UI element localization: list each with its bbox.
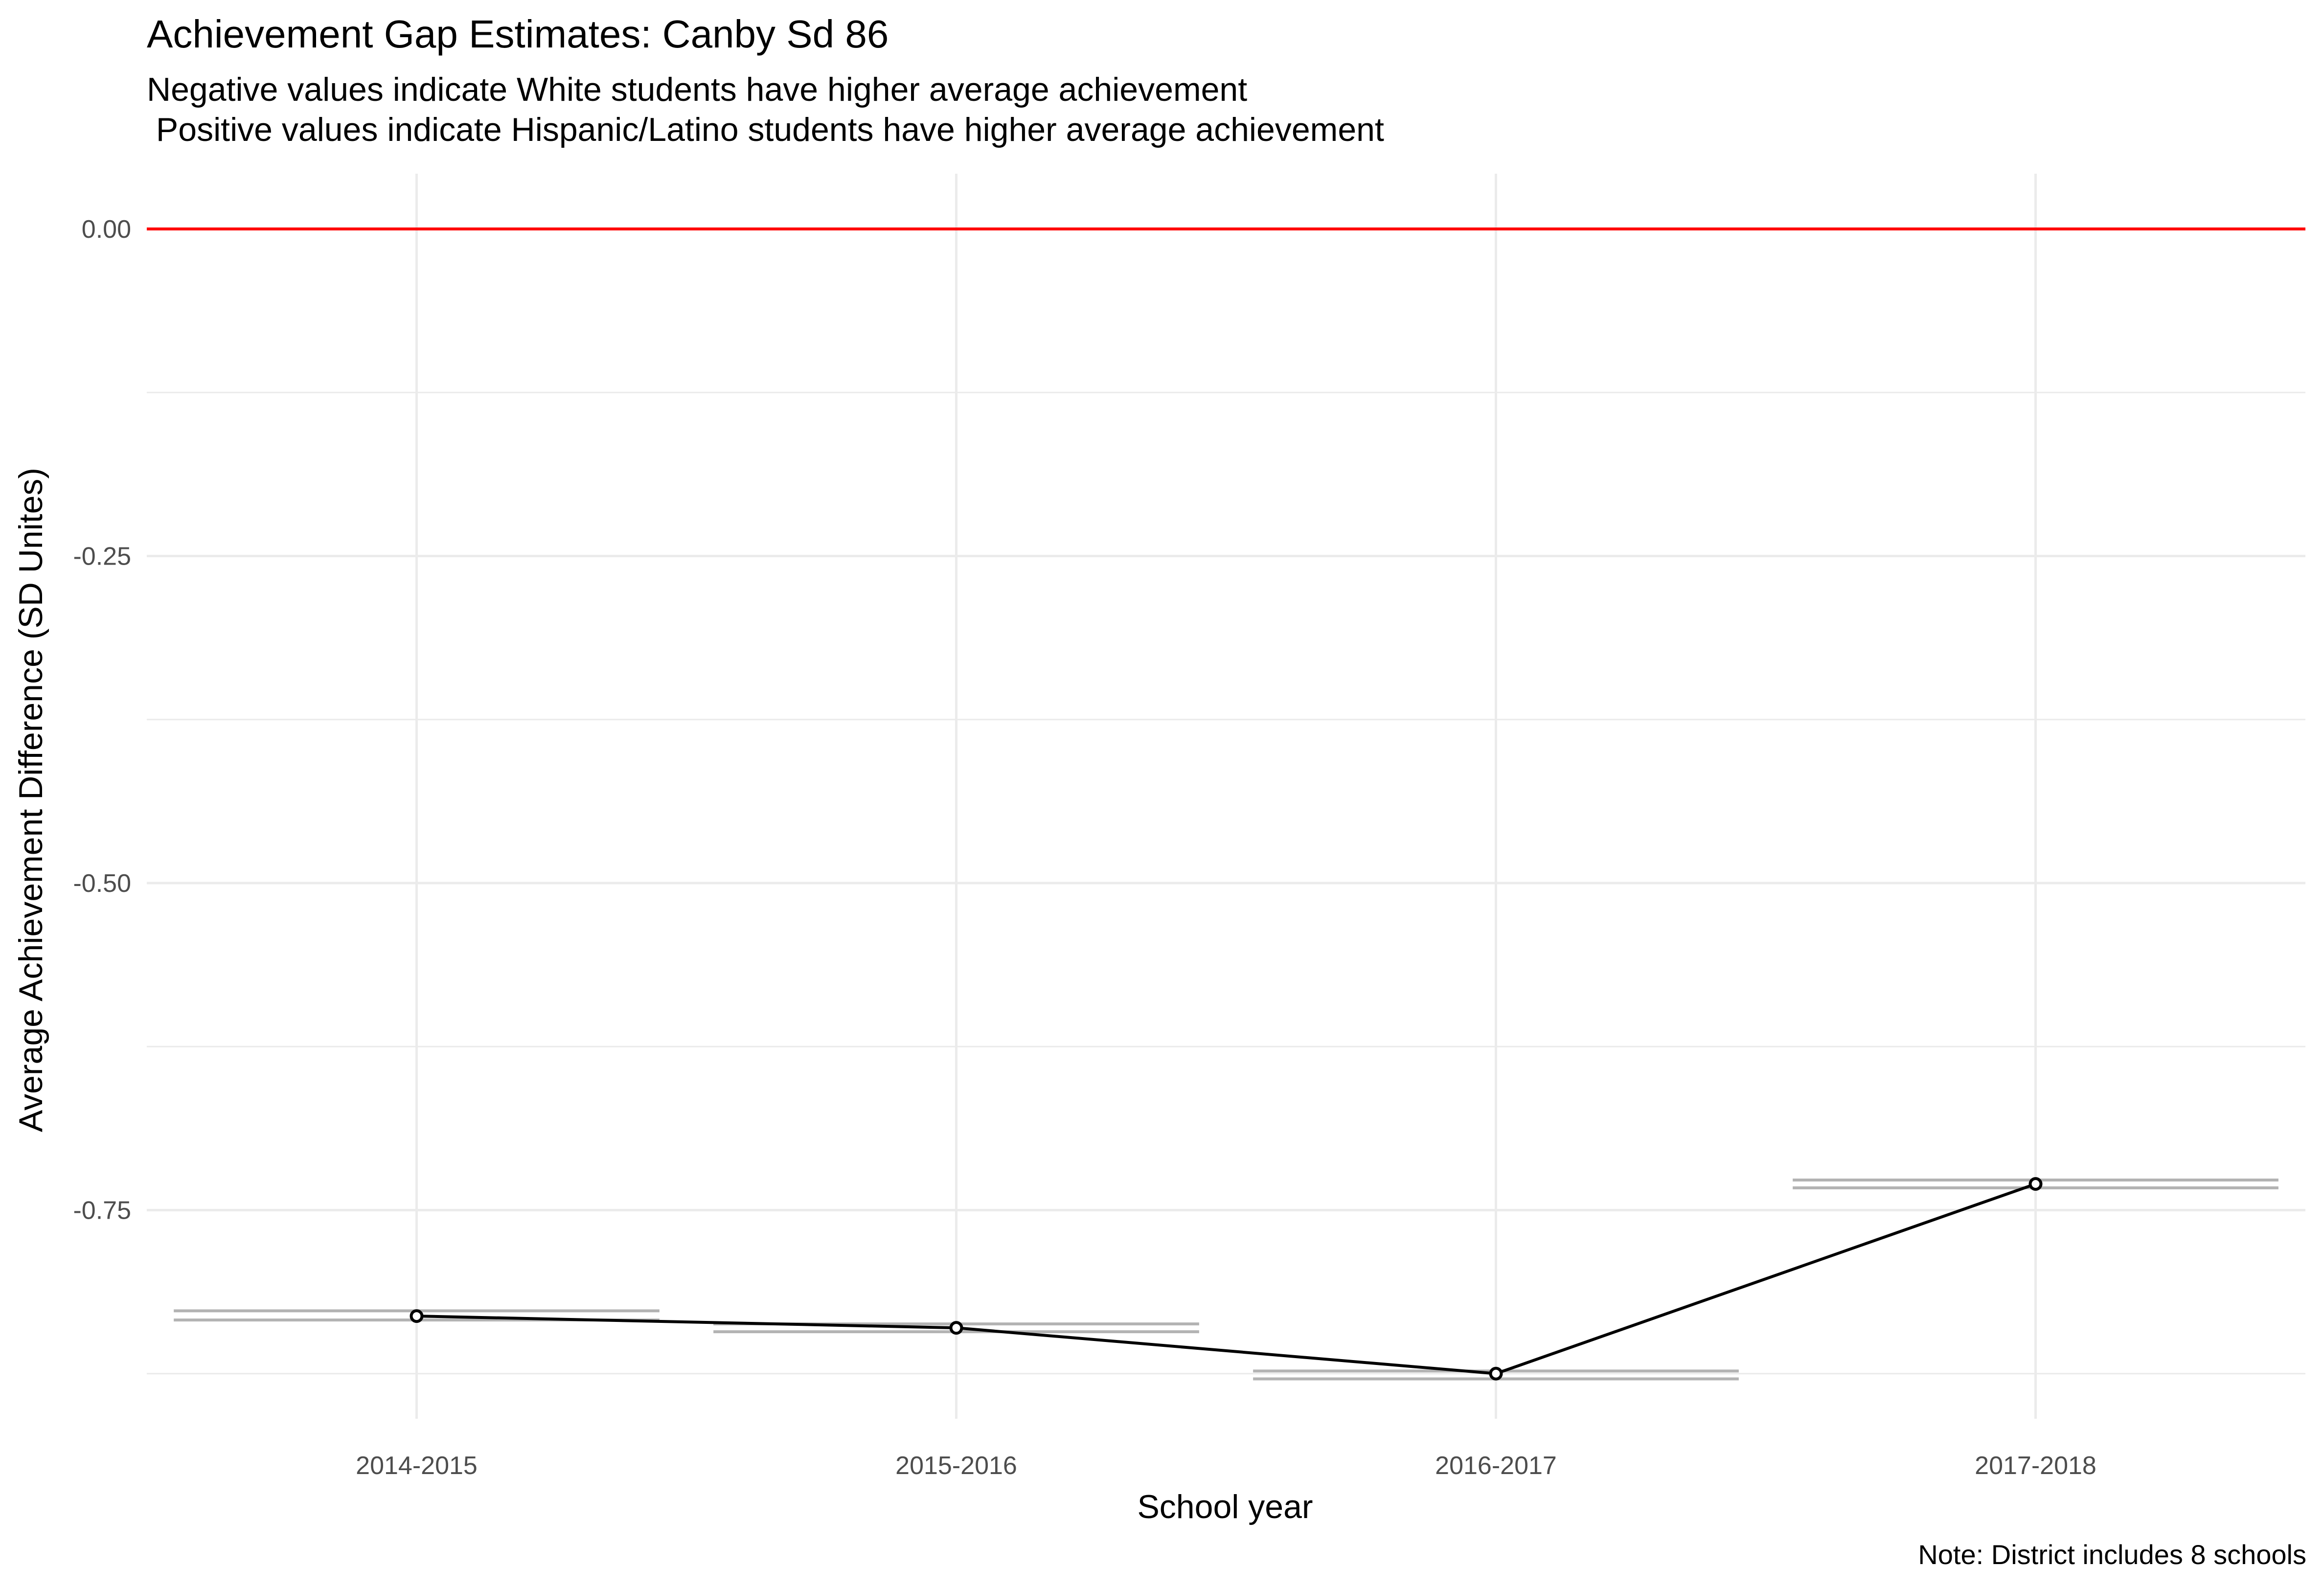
x-tick-label: 2015-2016 (895, 1452, 1017, 1480)
x-tick-label: 2014-2015 (356, 1452, 478, 1480)
x-tick-label: 2017-2018 (1975, 1452, 2096, 1480)
series-layer (410, 1177, 2043, 1381)
y-tick-label: -0.50 (73, 869, 131, 898)
series-line (416, 1182, 2036, 1375)
x-axis-title: School year (1137, 1488, 1313, 1525)
y-tick-label: -0.25 (73, 543, 131, 571)
grid-layer (147, 174, 2305, 1419)
y-axis-title: Average Achievement Difference (SD Unite… (12, 468, 49, 1132)
data-point (2028, 1177, 2043, 1191)
x-tick-labels: 2014-2015 2015-2016 2016-2017 2017-2018 (356, 1452, 2096, 1480)
subtitle-line-2: Positive values indicate Hispanic/Latino… (147, 111, 1384, 148)
chart-title: Achievement Gap Estimates: Canby Sd 86 (147, 12, 889, 56)
data-point (1489, 1366, 1503, 1381)
x-tick-label: 2016-2017 (1435, 1452, 1557, 1480)
subtitle-line-1: Negative values indicate White students … (147, 71, 1248, 108)
data-point (949, 1321, 963, 1335)
y-tick-label: 0.00 (82, 215, 131, 244)
chart-subtitle: Negative values indicate White students … (147, 69, 1384, 150)
chart-caption: Note: District includes 8 schools (1918, 1539, 2306, 1570)
data-point (410, 1309, 424, 1323)
y-tick-label: -0.75 (73, 1197, 131, 1225)
y-tick-labels: 0.00 -0.25 -0.50 -0.75 (73, 215, 131, 1225)
